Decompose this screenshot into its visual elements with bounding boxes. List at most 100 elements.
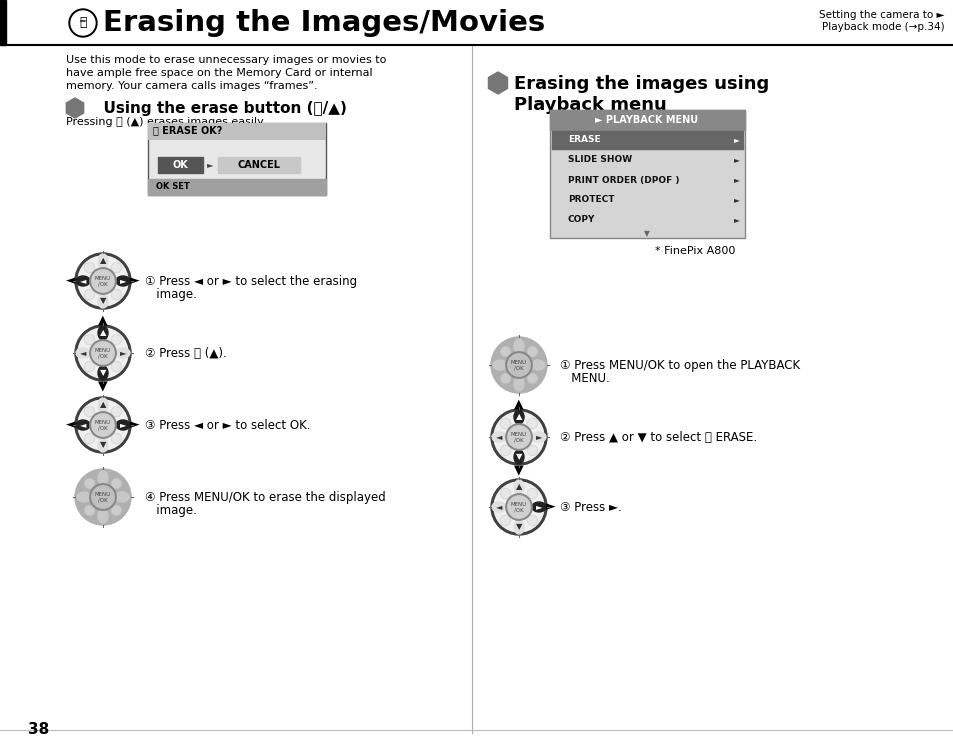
Ellipse shape xyxy=(116,420,130,430)
Polygon shape xyxy=(488,72,507,94)
Ellipse shape xyxy=(98,294,108,308)
Circle shape xyxy=(75,253,131,309)
Ellipse shape xyxy=(76,276,90,286)
Circle shape xyxy=(91,414,114,436)
Ellipse shape xyxy=(77,492,91,502)
Text: ►: ► xyxy=(733,156,740,165)
Circle shape xyxy=(527,418,537,429)
Text: PROTECT: PROTECT xyxy=(567,196,614,205)
Text: MENU: MENU xyxy=(511,432,526,436)
Circle shape xyxy=(505,494,532,520)
Text: /OK: /OK xyxy=(514,365,523,371)
Circle shape xyxy=(112,362,120,371)
Circle shape xyxy=(501,374,509,383)
Circle shape xyxy=(86,434,93,442)
Circle shape xyxy=(528,446,536,455)
Text: ▲: ▲ xyxy=(516,482,521,492)
Text: ERASE: ERASE xyxy=(567,135,600,144)
Text: ▼: ▼ xyxy=(100,440,106,449)
Ellipse shape xyxy=(514,450,523,464)
Circle shape xyxy=(507,496,530,518)
Text: ►: ► xyxy=(207,161,213,170)
Text: MENU.: MENU. xyxy=(559,372,609,385)
Text: ④ Press MENU/OK to erase the displayed: ④ Press MENU/OK to erase the displayed xyxy=(145,491,385,504)
Ellipse shape xyxy=(98,438,108,452)
Circle shape xyxy=(78,256,128,306)
Ellipse shape xyxy=(514,377,523,391)
Text: ▼: ▼ xyxy=(516,452,521,461)
Ellipse shape xyxy=(98,471,108,485)
Circle shape xyxy=(91,270,114,292)
Circle shape xyxy=(494,482,543,532)
Circle shape xyxy=(500,516,510,525)
Text: ►: ► xyxy=(733,196,740,205)
Circle shape xyxy=(86,335,93,344)
Text: MENU: MENU xyxy=(511,501,526,507)
Text: ◄: ◄ xyxy=(66,275,75,288)
Text: ▼: ▼ xyxy=(643,230,649,239)
Text: 38: 38 xyxy=(28,722,50,737)
Text: ▼: ▼ xyxy=(98,380,108,393)
Circle shape xyxy=(500,347,510,356)
Bar xyxy=(148,123,326,195)
Circle shape xyxy=(85,289,94,300)
Circle shape xyxy=(85,433,94,443)
Circle shape xyxy=(112,479,121,488)
Text: ◄: ◄ xyxy=(80,276,86,285)
Text: ►: ► xyxy=(120,421,126,430)
Circle shape xyxy=(85,406,94,417)
Circle shape xyxy=(112,289,121,300)
Circle shape xyxy=(112,263,121,273)
Text: Use this mode to erase unnecessary images or movies to: Use this mode to erase unnecessary image… xyxy=(66,55,386,65)
Circle shape xyxy=(528,374,536,383)
Ellipse shape xyxy=(76,348,90,358)
Circle shape xyxy=(491,409,546,465)
Ellipse shape xyxy=(98,509,108,523)
Ellipse shape xyxy=(532,502,545,512)
Text: Erasing the Images/Movies: Erasing the Images/Movies xyxy=(103,9,545,37)
Text: ◄: ◄ xyxy=(80,349,86,358)
Circle shape xyxy=(75,325,131,381)
Text: image.: image. xyxy=(145,288,196,301)
Circle shape xyxy=(500,374,510,384)
Text: PRINT ORDER (DPOF ): PRINT ORDER (DPOF ) xyxy=(567,175,679,184)
Circle shape xyxy=(91,342,114,364)
Text: ▲: ▲ xyxy=(516,412,521,421)
Circle shape xyxy=(112,362,121,371)
Ellipse shape xyxy=(514,339,523,353)
Circle shape xyxy=(500,418,510,429)
Ellipse shape xyxy=(98,254,108,268)
Text: * FinePix A800: * FinePix A800 xyxy=(654,246,734,256)
Bar xyxy=(550,110,744,130)
Circle shape xyxy=(501,489,509,498)
Circle shape xyxy=(86,362,93,371)
Circle shape xyxy=(501,347,509,356)
Circle shape xyxy=(505,352,532,378)
Circle shape xyxy=(505,424,532,450)
Text: OK: OK xyxy=(172,160,188,170)
Text: memory. Your camera calls images “frames”.: memory. Your camera calls images “frames… xyxy=(66,81,317,91)
Circle shape xyxy=(112,406,121,417)
Text: ◄: ◄ xyxy=(496,433,501,442)
Text: /OK: /OK xyxy=(514,507,523,513)
Ellipse shape xyxy=(76,420,90,430)
Text: ►: ► xyxy=(120,276,126,285)
Text: Pressing ㋞ (▲) erases images easily.: Pressing ㋞ (▲) erases images easily. xyxy=(66,117,266,127)
Text: /OK: /OK xyxy=(514,437,523,442)
Text: ◄: ◄ xyxy=(496,503,501,511)
Bar xyxy=(0,0,953,45)
Circle shape xyxy=(75,469,131,525)
Circle shape xyxy=(112,505,121,516)
Text: ►: ► xyxy=(546,501,556,513)
Text: /OK: /OK xyxy=(98,498,108,503)
Circle shape xyxy=(491,479,546,535)
Text: ◄: ◄ xyxy=(80,421,86,430)
Text: COPY: COPY xyxy=(567,215,595,224)
Bar xyxy=(158,157,203,173)
Circle shape xyxy=(86,263,93,272)
Ellipse shape xyxy=(532,432,545,442)
Text: Using the erase button (㋞/▲): Using the erase button (㋞/▲) xyxy=(92,101,347,116)
Circle shape xyxy=(501,516,509,525)
Circle shape xyxy=(527,488,537,498)
Circle shape xyxy=(85,263,94,273)
